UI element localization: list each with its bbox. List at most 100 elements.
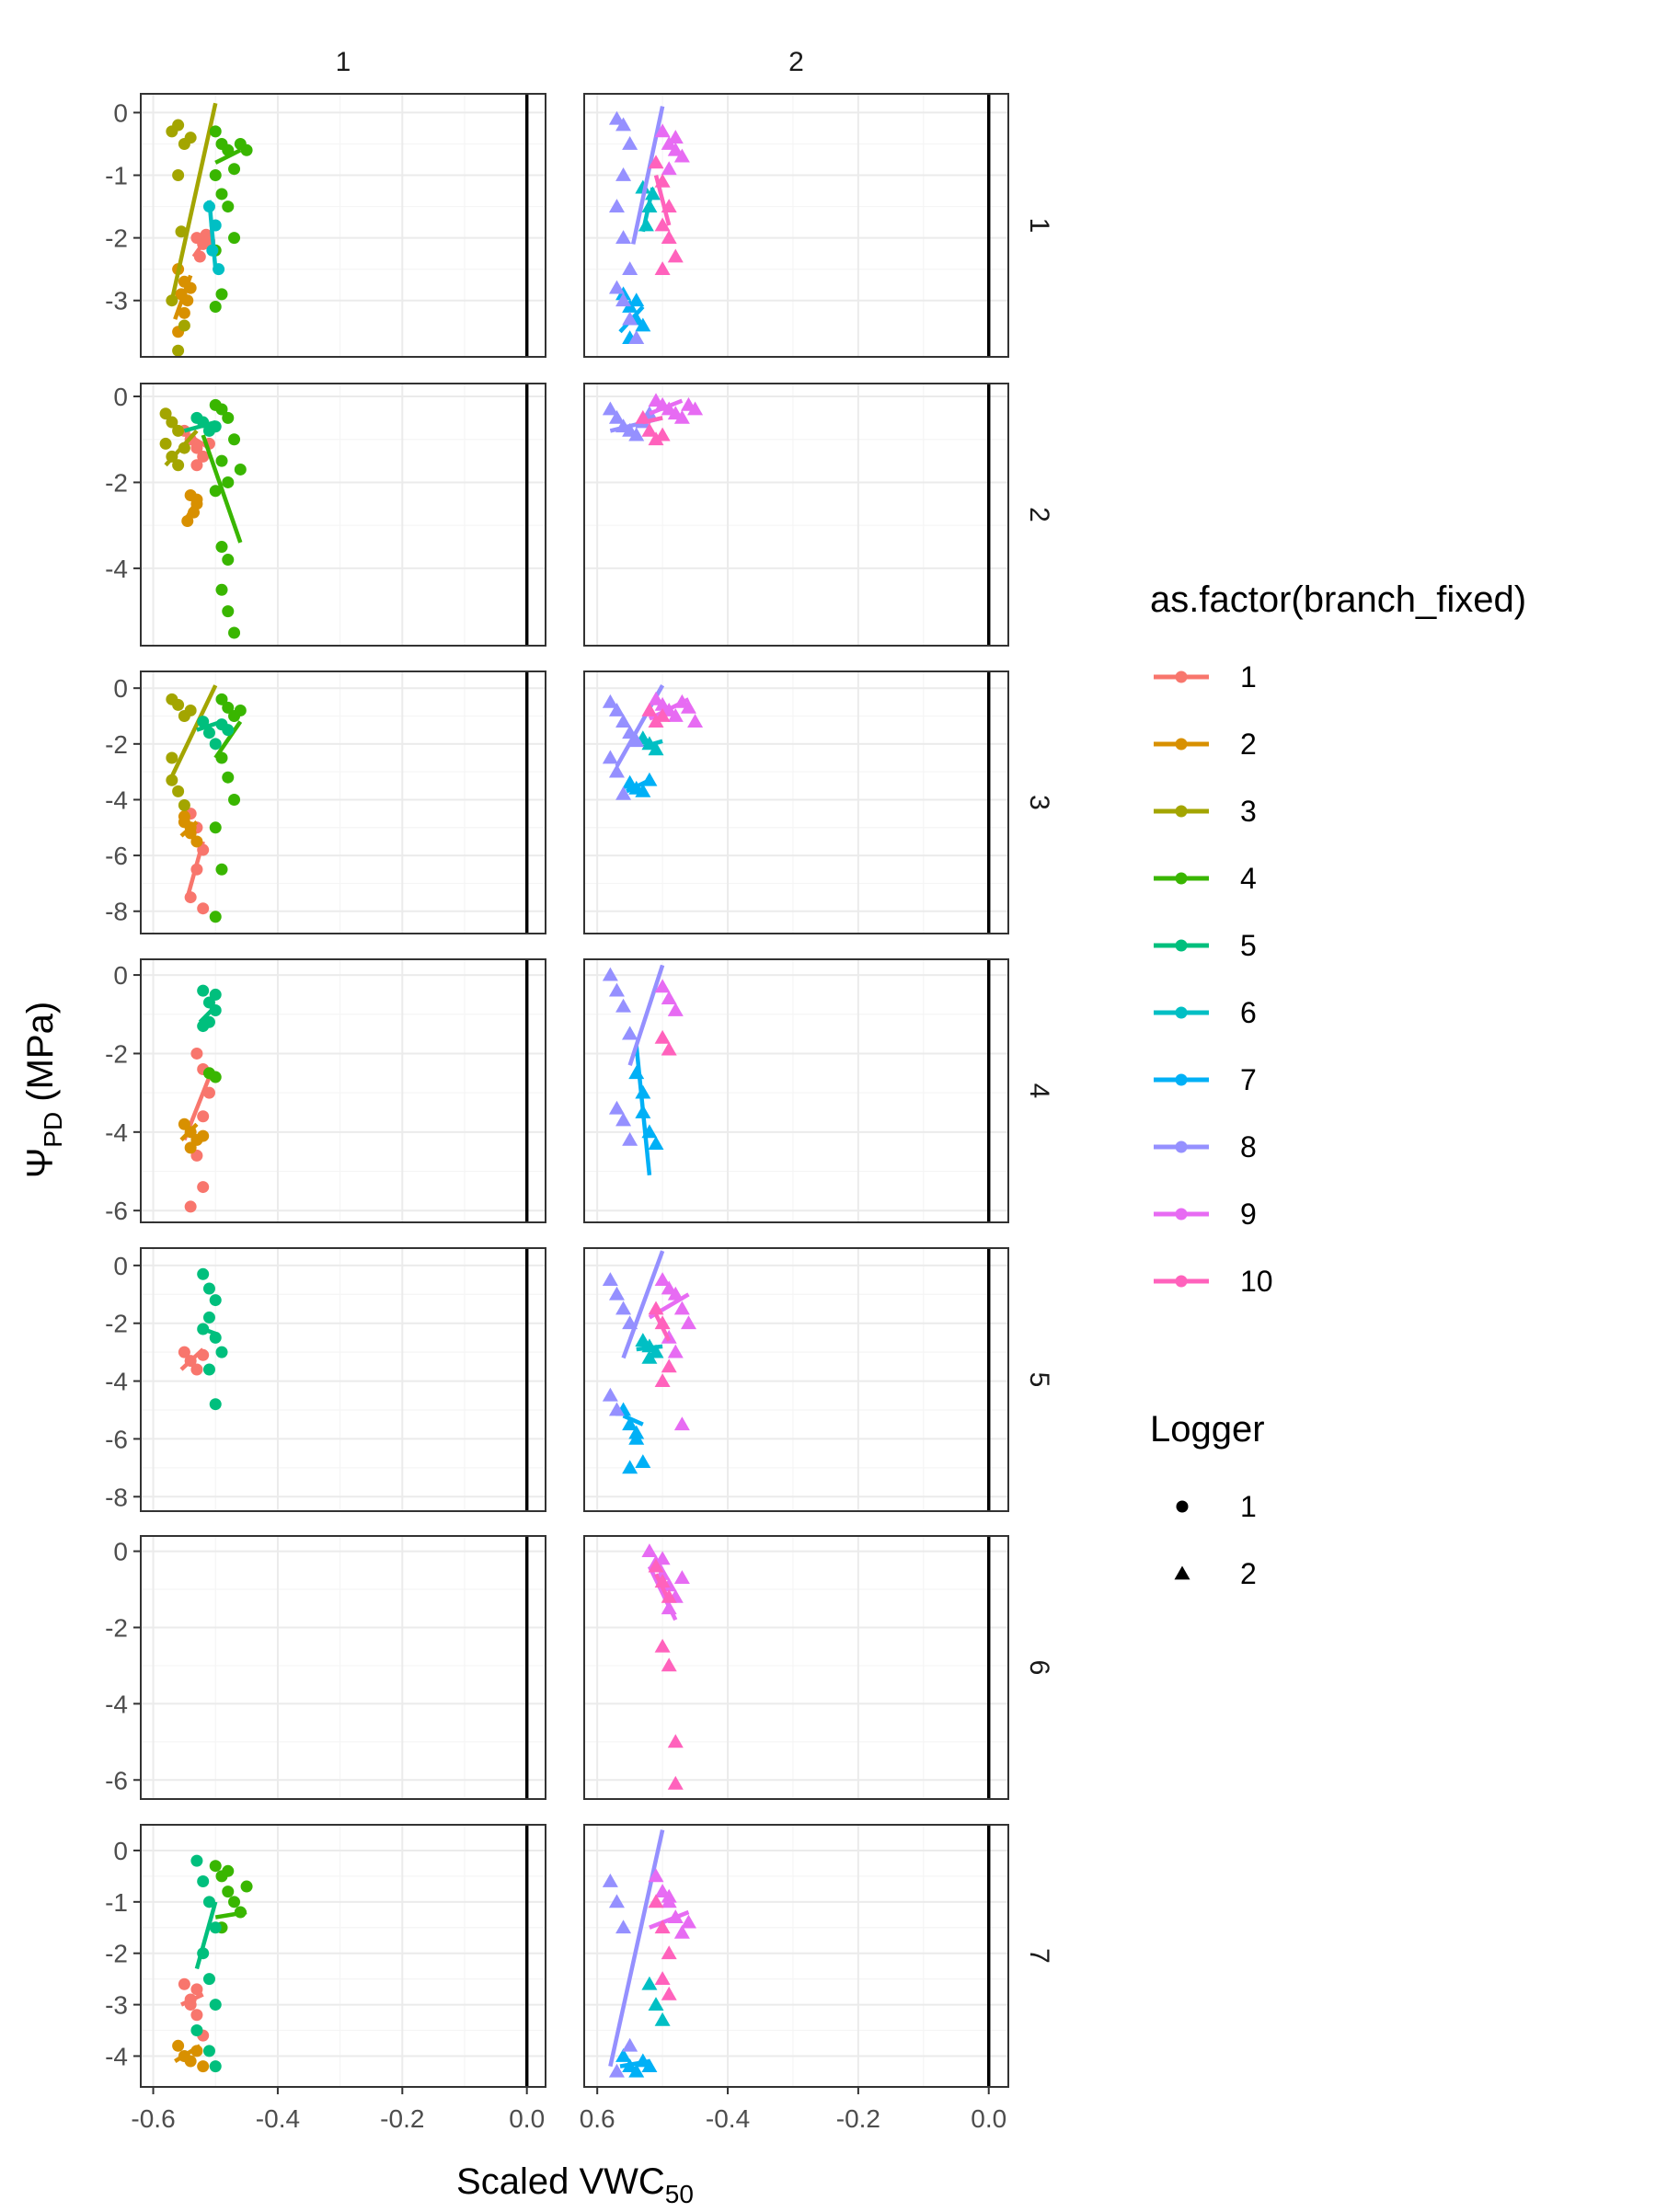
data-point-branch-1 <box>197 902 210 915</box>
data-point-branch-8 <box>622 2037 638 2052</box>
data-point-branch-10 <box>654 1373 671 1387</box>
data-point-branch-1 <box>197 1110 210 1123</box>
data-point-branch-9 <box>661 1280 677 1295</box>
legend-shape-key-circle <box>1176 1500 1189 1513</box>
legend-key-point-1 <box>1175 670 1188 683</box>
data-point-branch-5 <box>197 716 210 728</box>
data-point-branch-8 <box>602 1873 618 1887</box>
data-point-branch-9 <box>667 708 684 722</box>
data-point-branch-5 <box>190 1854 203 1867</box>
data-point-branch-8 <box>615 1920 632 1934</box>
data-point-branch-10 <box>641 422 658 437</box>
panel-r6-c1 <box>141 1536 546 1799</box>
data-point-branch-4 <box>240 1880 253 1893</box>
fit-line-branch-9 <box>647 1565 678 1622</box>
data-point-branch-1 <box>178 1977 190 1990</box>
data-point-branch-4 <box>228 793 241 806</box>
data-point-branch-8 <box>608 982 625 997</box>
data-point-branch-4 <box>228 1896 241 1908</box>
data-point-branch-9 <box>667 142 684 156</box>
data-point-branch-9 <box>673 1924 690 1939</box>
data-point-branch-1 <box>190 459 203 472</box>
fit-line-branch-9 <box>649 398 684 416</box>
data-point-branch-9 <box>673 1570 690 1584</box>
facet-row-label: 1 <box>1024 218 1054 234</box>
data-point-branch-4 <box>215 583 228 596</box>
fit-line-branch-7 <box>622 1414 644 1427</box>
data-point-branch-2 <box>184 2055 197 2068</box>
data-point-branch-10 <box>661 230 677 244</box>
panel-background <box>141 1248 546 1511</box>
legend-shape-label: 1 <box>1240 1490 1257 1523</box>
data-point-branch-10 <box>661 1358 677 1373</box>
data-point-branch-9 <box>687 401 704 416</box>
data-point-branch-8 <box>608 280 625 294</box>
fit-line-branch-7 <box>626 778 650 794</box>
x-tick-label: -0.6 <box>131 2104 175 2133</box>
data-point-branch-9 <box>661 991 677 1005</box>
data-point-branch-5 <box>202 1896 215 1908</box>
panel-border <box>140 1535 546 1800</box>
panel-data-r7-c2 <box>602 1829 696 2078</box>
panel-border <box>140 958 546 1223</box>
fit-line-branch-8 <box>627 964 665 1066</box>
data-point-branch-10 <box>654 1971 671 1986</box>
panel-background <box>584 384 1008 646</box>
data-point-branch-4 <box>222 605 235 618</box>
data-point-branch-8 <box>608 1894 625 1908</box>
y-tick-label: -3 <box>105 1991 128 2020</box>
data-point-branch-3 <box>159 437 172 450</box>
data-point-branch-5 <box>202 727 215 739</box>
legend-key-point-2 <box>1175 738 1188 751</box>
data-point-branch-2 <box>178 306 190 319</box>
legend-key-point-3 <box>1175 805 1188 818</box>
fit-line-branch-6 <box>640 187 655 233</box>
fit-line-branch-1 <box>179 1347 205 1371</box>
fit-line-branch-3 <box>164 429 199 467</box>
y-tick-label: -6 <box>105 1425 128 1453</box>
facet-row-label: 3 <box>1024 795 1054 810</box>
data-point-branch-2 <box>190 835 203 848</box>
y-tick-label: 0 <box>113 98 128 127</box>
data-point-branch-5 <box>215 1346 228 1358</box>
data-point-branch-5 <box>202 1363 215 1376</box>
data-point-branch-3 <box>172 424 185 437</box>
data-point-branch-5 <box>209 988 222 1001</box>
fit-line-branch-4 <box>214 1909 247 1920</box>
data-point-branch-4 <box>222 701 235 714</box>
data-point-branch-7 <box>628 292 645 307</box>
legend-shape-title: Logger <box>1150 1409 1265 1450</box>
data-point-branch-8 <box>602 967 618 981</box>
panel-border <box>140 670 546 934</box>
data-point-branch-8 <box>615 230 632 244</box>
data-point-branch-8 <box>628 427 645 441</box>
data-point-branch-10 <box>661 1657 677 1672</box>
data-point-branch-9 <box>687 714 704 728</box>
legend-color-label: 10 <box>1240 1265 1273 1298</box>
panel-r1-c1 <box>141 94 546 357</box>
data-point-branch-3 <box>184 704 197 716</box>
data-point-branch-8 <box>602 750 618 764</box>
data-point-branch-6 <box>648 1344 664 1358</box>
data-point-branch-10 <box>667 248 684 263</box>
fit-line-branch-6 <box>636 1344 663 1352</box>
fit-line-branch-3 <box>169 102 218 302</box>
y-tick-label: -4 <box>105 1118 128 1147</box>
y-tick-label: -2 <box>105 468 128 497</box>
y-tick-label: -2 <box>105 1310 128 1338</box>
y-tick-label: 0 <box>113 383 128 411</box>
panel-r4-c2 <box>584 959 1008 1222</box>
fit-line-branch-8 <box>608 1829 665 2068</box>
data-point-branch-5 <box>197 984 210 997</box>
y-tick-label: 0 <box>113 1837 128 1865</box>
data-point-branch-9 <box>648 1868 664 1883</box>
fit-line-branch-4 <box>201 434 243 544</box>
y-tick-label: 0 <box>113 961 128 990</box>
panel-data-r3-c2 <box>602 684 704 800</box>
fit-line-branch-5 <box>183 419 216 433</box>
data-point-branch-7 <box>628 2063 645 2078</box>
panel-border <box>583 958 1009 1223</box>
fit-line-branch-1 <box>191 233 212 258</box>
data-point-branch-4 <box>222 554 235 567</box>
